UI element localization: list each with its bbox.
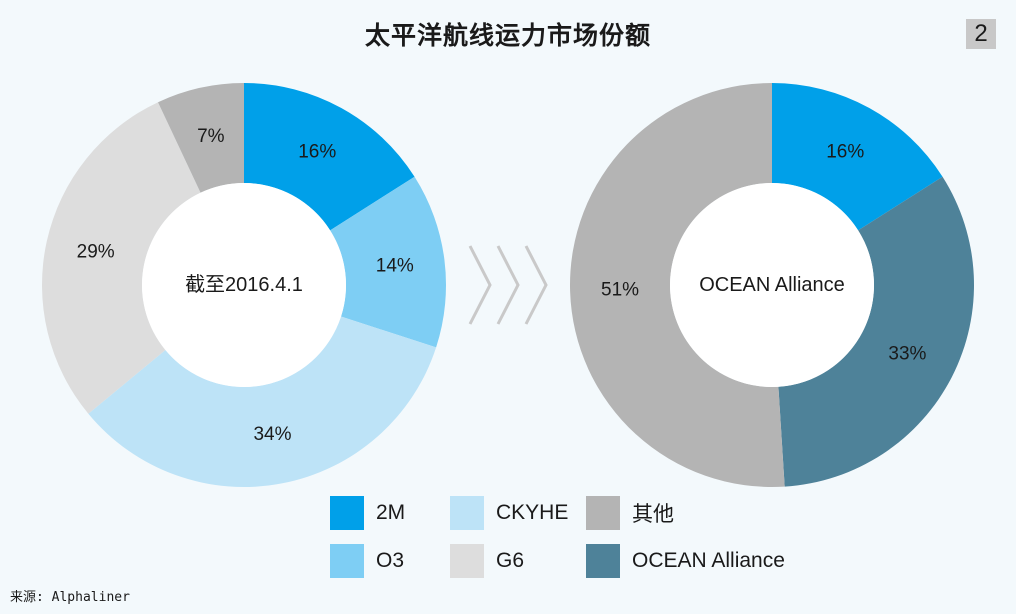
donut-slice-ckyhe [88,316,437,488]
slice-data-label: 16% [826,141,864,162]
chevron-right-icon [496,245,520,325]
slice-data-label: 14% [376,255,414,276]
page-number-badge: 2 [966,19,996,49]
donut-chart-before: 16% 14% 34% 29% 7% 截至2016.4.1 [41,83,446,488]
donut-slice-其他 [570,83,785,487]
donut-slice-ocean-alliance [778,176,975,487]
donut-slice-2m [772,83,943,231]
slice-data-label: 34% [253,424,291,445]
donut-center-label: 截至2016.4.1 [185,273,303,296]
slice-data-label: 7% [197,126,225,147]
donut-slice-其他 [157,83,244,193]
chevron-right-icon [468,245,492,325]
donut-hole [670,183,874,387]
donut-hole [142,183,346,387]
chart-title: 太平洋航线运力市场份额 [364,21,651,50]
slice-data-label: 51% [601,279,639,300]
donut-slice-2m [244,83,415,231]
donut-slice-o3 [330,176,446,348]
source-note: 来源: Alphaliner [10,590,130,605]
donut-slice-g6 [41,102,201,414]
chevron-right-icon [468,245,548,325]
slice-data-label: 29% [77,241,115,262]
slice-data-label: 16% [298,141,336,162]
chevron-right-icon [524,245,548,325]
slice-data-label: 33% [888,344,926,365]
donut-center-label: OCEAN Alliance [699,274,845,296]
donut-chart-after: 16% 33% 51% OCEAN Alliance [570,83,975,487]
